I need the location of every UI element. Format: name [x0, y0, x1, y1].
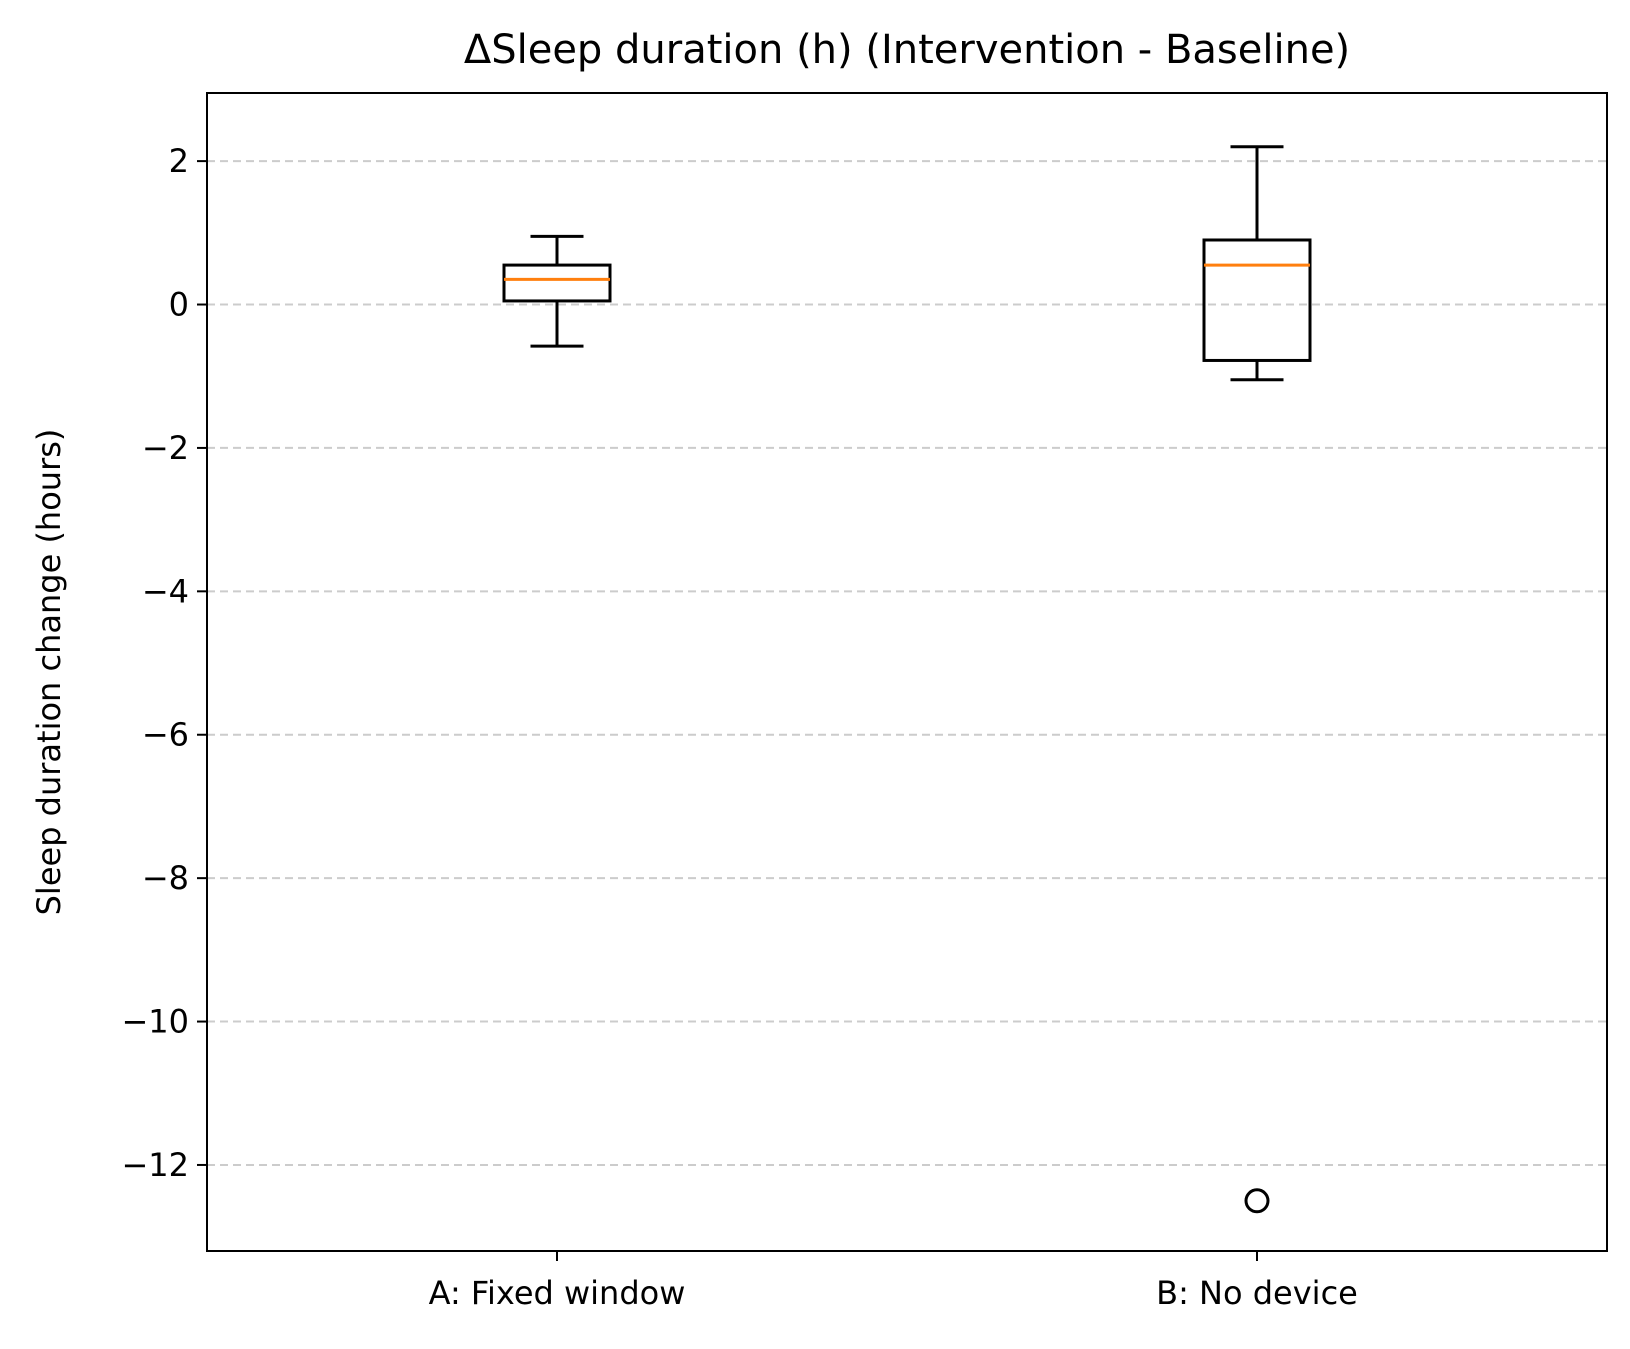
y-tick-label: −10: [121, 1003, 189, 1041]
plot-frame: [206, 92, 1608, 1252]
grid-layer: [207, 160, 1607, 1166]
ticks-layer: 2 0 −2 −4 −6 −8 −10 −12 A: Fixed window B: No dev…: [121, 142, 1357, 1312]
y-tick-label: 0: [169, 286, 189, 324]
y-tick-label: −4: [142, 572, 189, 610]
y-tick-label: −8: [142, 859, 189, 897]
box-group: [1202, 145, 1312, 1214]
y-tick-label: 2: [169, 142, 189, 180]
outlier-point: [1244, 1188, 1270, 1214]
y-tick-label: −2: [142, 429, 189, 467]
marks-layer: [502, 145, 1312, 1214]
x-tick-label: A: Fixed window: [429, 1274, 686, 1312]
box-group: [502, 234, 612, 348]
y-axis-label: Sleep duration change (hours): [30, 429, 68, 916]
x-tick-label: B: No device: [1156, 1274, 1358, 1312]
y-tick-label: −12: [121, 1146, 189, 1184]
box-iqr: [1202, 238, 1312, 362]
chart-title: ΔSleep duration (h) (Intervention - Base…: [464, 27, 1350, 73]
box-iqr: [502, 263, 612, 303]
y-tick-label: −6: [142, 716, 189, 754]
